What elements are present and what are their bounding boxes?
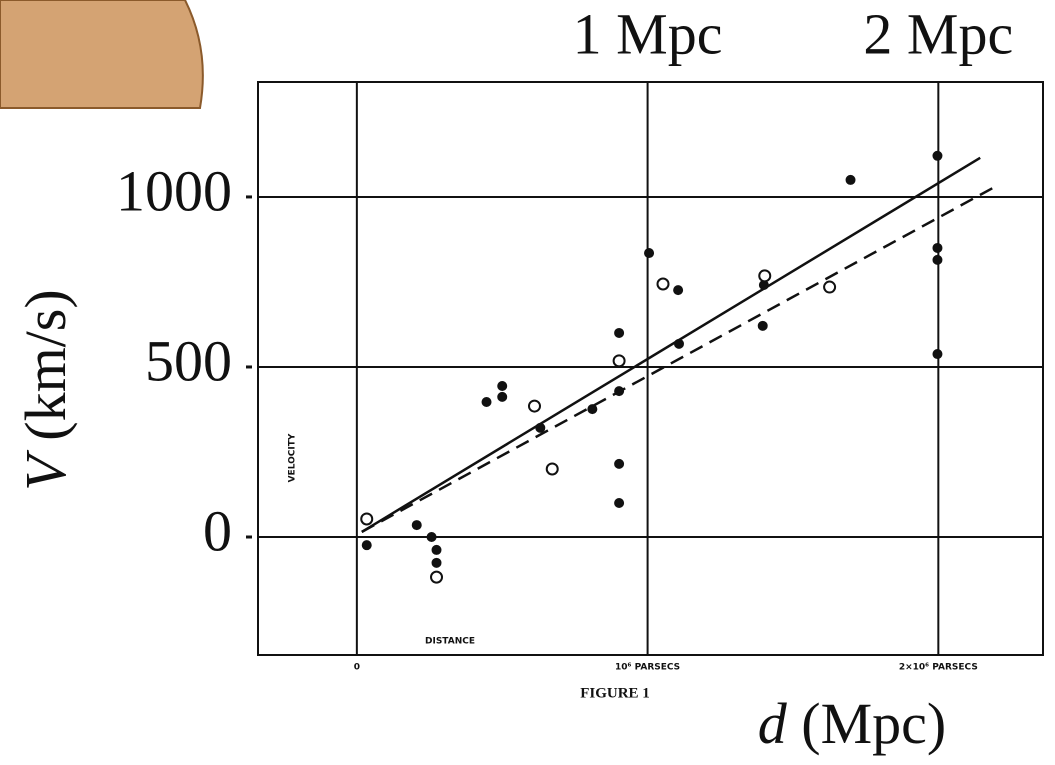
x2-tick-label: 2 Mpc [863, 1, 1013, 66]
x-tick-label: 2×10⁶ PARSECS [899, 663, 978, 673]
filled-point [932, 242, 943, 253]
filled-point [932, 254, 943, 265]
filled-point [411, 520, 422, 531]
open-point [612, 354, 626, 368]
filled-point [481, 396, 492, 407]
open-point [527, 399, 541, 413]
inner-x-label: DISTANCE [425, 637, 475, 647]
filled-point [932, 150, 943, 161]
y-axis-symbol: V [13, 449, 78, 491]
y-tick-label: 1000 [116, 158, 232, 223]
plot-frame [257, 81, 1044, 656]
filled-point [497, 391, 508, 402]
x-tick-label: 10⁶ PARSECS [615, 663, 680, 673]
x-axis-symbol: d [758, 691, 788, 756]
open-point [758, 269, 772, 283]
filled-point [614, 458, 625, 469]
x2-tick-label: 1 Mpc [573, 1, 723, 66]
filled-point [757, 320, 768, 331]
filled-point [497, 381, 508, 392]
filled-point [361, 540, 372, 551]
fit-line [361, 156, 981, 533]
filled-point [932, 349, 943, 360]
open-point [430, 570, 444, 584]
filled-point [614, 327, 625, 338]
x-axis-unit: (Mpc) [787, 691, 946, 756]
filled-point [845, 174, 856, 185]
open-point [360, 512, 374, 526]
filled-point [673, 285, 684, 296]
filled-point [431, 544, 442, 555]
open-point [545, 462, 559, 476]
filled-point [644, 248, 655, 259]
y-axis-label: V (km/s) [13, 289, 78, 490]
open-point [656, 277, 670, 291]
x-axis-label: d (Mpc) [758, 691, 946, 756]
y-axis-unit: (km/s) [13, 289, 78, 455]
y-tick-label: 500 [145, 328, 232, 393]
caption: FIGURE 1 [580, 685, 650, 701]
x-tick-label: 0 [354, 663, 360, 673]
filled-point [431, 557, 442, 568]
filled-point [426, 531, 437, 542]
inner-y-label: VELOCITY [288, 433, 298, 482]
decoration [0, 0, 204, 109]
open-point [823, 280, 837, 294]
y-tick-label: 0 [203, 498, 232, 563]
fit-line [361, 183, 999, 533]
filled-point [587, 404, 598, 415]
filled-point [614, 497, 625, 508]
